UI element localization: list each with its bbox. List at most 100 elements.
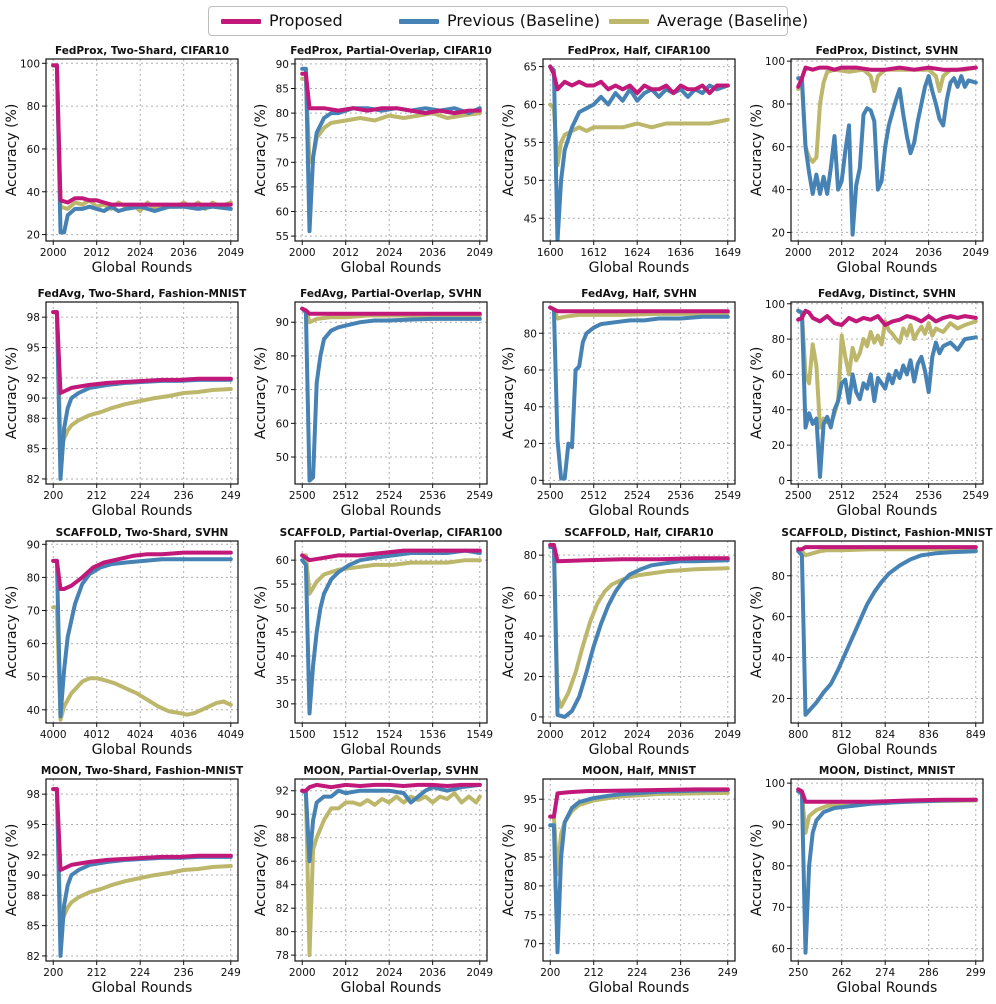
series-line-proposed bbox=[796, 308, 978, 327]
x-tick-label: 2012 bbox=[580, 729, 607, 741]
x-tick-label: 249 bbox=[718, 967, 738, 979]
y-tick-label: 20 bbox=[27, 230, 40, 242]
y-axis-label: Accuracy (%) bbox=[501, 586, 517, 679]
y-tick-label: 40 bbox=[524, 631, 537, 643]
x-axis-label: Global Rounds bbox=[837, 260, 938, 276]
y-tick-label: 82 bbox=[27, 951, 40, 963]
x-tick-label: 249 bbox=[221, 967, 241, 979]
x-tick-label: 2012 bbox=[332, 247, 359, 259]
x-tick-label: 212 bbox=[584, 967, 604, 979]
series-line-proposed bbox=[548, 305, 730, 314]
x-tick-label: 2536 bbox=[667, 490, 694, 502]
y-tick-label: 90 bbox=[276, 317, 289, 329]
y-tick-label: 60 bbox=[27, 144, 40, 156]
x-tick-label: 2036 bbox=[915, 247, 942, 259]
x-axis-label: Global Rounds bbox=[92, 260, 193, 276]
x-tick-label: 2024 bbox=[872, 247, 899, 259]
series-line-proposed bbox=[796, 65, 978, 89]
series-line-previous-baseline bbox=[796, 74, 978, 237]
y-tick-label: 80 bbox=[772, 861, 785, 873]
y-tick-label: 100 bbox=[765, 56, 785, 68]
x-tick-label: 2036 bbox=[419, 967, 446, 979]
y-tick-label: 80 bbox=[524, 328, 537, 340]
y-tick-label: 60 bbox=[276, 418, 289, 430]
chart-title: FedProx, Partial-Overlap, CIFAR10 bbox=[290, 45, 492, 57]
y-tick-label: 20 bbox=[772, 227, 785, 239]
series-line-proposed bbox=[51, 63, 233, 207]
y-tick-label: 86 bbox=[276, 856, 290, 868]
chart-panel: SCAFFOLD, Distinct, Fashion-MNIST 800 812 8… bbox=[745, 522, 993, 766]
series-line-average-baseline bbox=[300, 76, 482, 165]
x-tick-label: 1636 bbox=[667, 247, 694, 259]
y-tick-label: 55 bbox=[276, 231, 289, 243]
y-tick-label: 55 bbox=[276, 579, 289, 591]
chart-title: FedProx, Distinct, SVHN bbox=[816, 45, 959, 57]
chart-panel: FedAvg, Two-Shard, Fashion-MNIST 200 212 22… bbox=[0, 283, 247, 527]
x-axis-label: Global Rounds bbox=[589, 260, 690, 276]
y-tick-label: 45 bbox=[524, 213, 537, 225]
y-tick-label: 95 bbox=[27, 343, 40, 355]
chart-svg: FedProx, Two-Shard, CIFAR10 2000 2012 2024 2… bbox=[4, 45, 244, 276]
chart-panel: FedProx, Half, CIFAR100 1600 1612 1624 1636 1… bbox=[497, 40, 743, 284]
legend-label: Proposed bbox=[269, 11, 343, 30]
x-tick-label: 2012 bbox=[828, 247, 855, 259]
axes-frame bbox=[294, 58, 488, 242]
series-line-previous-baseline bbox=[300, 548, 482, 716]
y-tick-label: 40 bbox=[772, 405, 785, 417]
y-tick-label: 30 bbox=[276, 699, 289, 711]
y-axis-label: Accuracy (%) bbox=[4, 104, 20, 197]
series-line-proposed bbox=[51, 787, 233, 872]
x-tick-label: 2049 bbox=[962, 247, 989, 259]
x-tick-label: 2000 bbox=[289, 247, 316, 259]
chart-svg: FedAvg, Partial-Overlap, SVHN 2500 2512 252… bbox=[253, 288, 493, 519]
x-tick-label: 4049 bbox=[217, 729, 244, 741]
y-tick-label: 84 bbox=[276, 880, 290, 892]
series-line-proposed bbox=[548, 64, 730, 96]
y-tick-label: 92 bbox=[276, 786, 289, 798]
x-tick-label: 299 bbox=[966, 967, 986, 979]
y-tick-label: 90 bbox=[27, 393, 40, 405]
y-tick-label: 82 bbox=[27, 474, 40, 486]
y-tick-label: 20 bbox=[524, 671, 537, 683]
chart-title: FedAvg, Partial-Overlap, SVHN bbox=[300, 288, 482, 300]
series-line-proposed bbox=[796, 787, 978, 804]
legend-swatch bbox=[221, 19, 261, 24]
y-tick-label: 88 bbox=[27, 413, 40, 425]
series-line-previous-baseline bbox=[796, 308, 978, 479]
x-tick-label: 1549 bbox=[466, 729, 493, 741]
y-tick-label: 60 bbox=[524, 100, 537, 112]
x-axis-label: Global Rounds bbox=[341, 980, 442, 996]
x-tick-label: 212 bbox=[87, 967, 107, 979]
y-tick-label: 0 bbox=[530, 475, 537, 487]
series-line-proposed bbox=[796, 545, 978, 552]
legend-swatch bbox=[609, 19, 649, 24]
y-tick-label: 90 bbox=[27, 870, 40, 882]
x-tick-label: 2549 bbox=[714, 490, 741, 502]
series-line-average-baseline bbox=[548, 790, 730, 877]
chart-panel: FedProx, Two-Shard, CIFAR10 2000 2012 2024 2… bbox=[0, 40, 246, 284]
series-line-average-baseline bbox=[796, 65, 978, 164]
y-tick-label: 40 bbox=[276, 651, 289, 663]
chart-panel: FedAvg, Partial-Overlap, SVHN 2500 2512 252… bbox=[249, 283, 495, 527]
axes-frame bbox=[45, 778, 239, 962]
y-axis-label: Accuracy (%) bbox=[4, 586, 20, 679]
chart-panel: MOON, Partial-Overlap, SVHN 2000 2012 2024 2… bbox=[249, 760, 495, 1004]
chart-svg: FedAvg, Half, SVHN 2500 2512 2524 2536 2549 0 2… bbox=[501, 288, 741, 519]
y-tick-label: 45 bbox=[276, 627, 289, 639]
y-tick-label: 85 bbox=[27, 921, 40, 933]
series-line-previous-baseline bbox=[300, 66, 482, 234]
x-tick-label: 2000 bbox=[537, 729, 564, 741]
y-axis-label: Accuracy (%) bbox=[501, 824, 517, 917]
axes-frame bbox=[790, 301, 984, 485]
y-tick-label: 75 bbox=[524, 910, 537, 922]
series-line-previous-baseline bbox=[548, 545, 730, 719]
x-tick-label: 236 bbox=[174, 967, 194, 979]
series-line-proposed bbox=[51, 310, 233, 395]
chart-svg: MOON, Half, MNIST 200 212 224 236 249 70 75 80 85… bbox=[501, 765, 738, 996]
series-line-average-baseline bbox=[300, 553, 482, 596]
axes-frame bbox=[45, 301, 239, 485]
x-tick-label: 824 bbox=[875, 729, 895, 741]
chart-svg: SCAFFOLD, Distinct, Fashion-MNIST 800 812 8… bbox=[749, 527, 993, 758]
y-tick-label: 70 bbox=[276, 385, 289, 397]
legend-label: Average (Baseline) bbox=[657, 11, 809, 30]
